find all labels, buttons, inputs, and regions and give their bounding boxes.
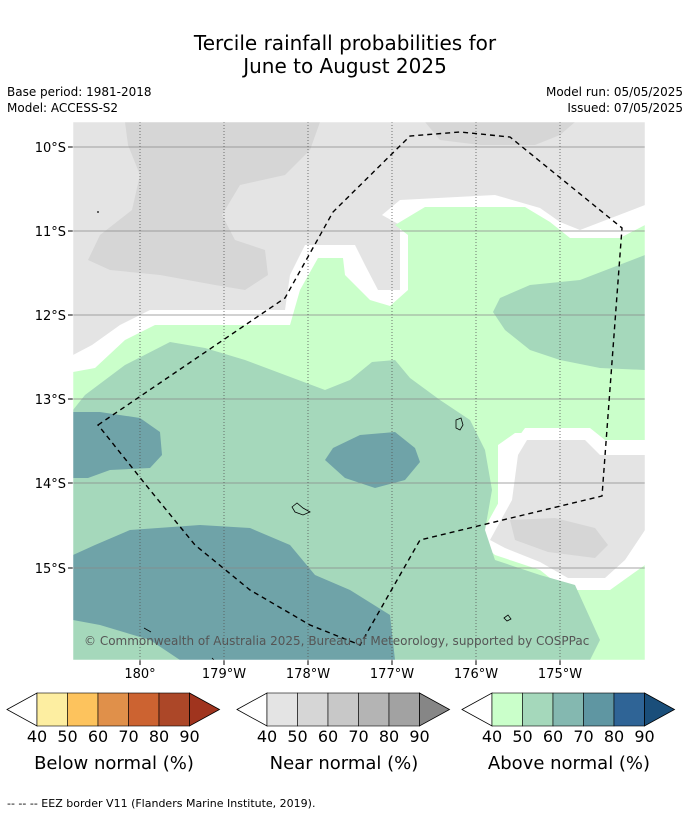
- colorbar-tick-label: 50: [287, 727, 308, 746]
- above-normal-label: Above normal (%): [487, 753, 651, 774]
- model-text: Model: ACCESS-S2: [7, 101, 119, 115]
- copyright-text: © Commonwealth of Australia 2025, Bureau…: [84, 634, 589, 648]
- colorbar-tick-label: 60: [317, 727, 339, 746]
- colorbar-segment: [491, 692, 523, 727]
- latitude-gridlines: [73, 146, 645, 569]
- colorbar-segment: [358, 692, 390, 727]
- colorbar-over-arrow: [644, 692, 676, 727]
- above-normal-colorbar: [461, 692, 676, 727]
- colorbar-tick-label: 40: [26, 727, 48, 746]
- colorbar-tick-label: 80: [148, 727, 170, 746]
- colorbar-tick-label: 90: [409, 727, 430, 746]
- colorbar-segment: [327, 692, 359, 727]
- legend-colorbars: [6, 692, 676, 727]
- colorbar-segment: [36, 692, 68, 727]
- lat-label: 11°S: [35, 225, 66, 240]
- colorbar-under-arrow: [461, 692, 493, 727]
- colorbar-segment: [297, 692, 329, 727]
- lat-label: 15°S: [35, 562, 66, 577]
- lat-label: 13°S: [35, 393, 66, 408]
- map-title-line2: June to August 2025: [243, 54, 447, 78]
- below-normal-label: Below normal (%): [34, 753, 194, 774]
- base-period-text: Base period: 1981-2018: [7, 85, 152, 99]
- colorbar-tick-label: 90: [634, 727, 655, 746]
- colorbar-segment: [613, 692, 645, 727]
- near-normal-colorbar: [236, 692, 451, 727]
- colorbar-segment: [522, 692, 554, 727]
- colorbar-segment: [158, 692, 190, 727]
- island-outline: [455, 417, 464, 431]
- colorbar-segment: [552, 692, 584, 727]
- colorbar-over-arrow: [189, 692, 221, 727]
- lat-label: 12°S: [35, 309, 66, 324]
- colorbar-tick-label: 60: [87, 727, 109, 746]
- colorbar-segment: [67, 692, 99, 727]
- issued-text: Issued: 07/05/2025: [567, 101, 683, 115]
- latitude-labels: 10°S 11°S 12°S 13°S 14°S 15°S: [35, 141, 66, 577]
- below-normal-colorbar: [6, 692, 221, 727]
- longitude-labels: 180° 179°W 178°W 177°W 176°W 175°W: [124, 667, 582, 682]
- colorbar-tick-label: 90: [179, 727, 200, 746]
- map-title-line1: Tercile rainfall probabilities for: [193, 31, 497, 55]
- colorbar-over-arrow: [419, 692, 451, 727]
- near-normal-50-region: [88, 122, 320, 290]
- colorbar-tick-label: 70: [118, 727, 139, 746]
- rainfall-probability-map: © Commonwealth of Australia 2025, Bureau…: [35, 121, 646, 682]
- colorbar-under-arrow: [236, 692, 268, 727]
- colorbar-tick-label: 50: [512, 727, 533, 746]
- near-normal-label: Near normal (%): [269, 753, 419, 774]
- colorbar-tick-label: 40: [256, 727, 278, 746]
- lon-label: 175°W: [538, 667, 582, 682]
- lat-label: 14°S: [35, 477, 66, 492]
- colorbar-tick-label: 40: [481, 727, 503, 746]
- colorbar-tick-label: 50: [57, 727, 78, 746]
- colorbar-tick-label: 60: [542, 727, 564, 746]
- colorbar-segment: [97, 692, 129, 727]
- colorbar-tick-label: 80: [603, 727, 625, 746]
- lon-label: 180°: [124, 667, 155, 682]
- colorbar-tick-label: 70: [573, 727, 594, 746]
- colorbar-under-arrow: [6, 692, 38, 727]
- lon-label: 177°W: [370, 667, 414, 682]
- lon-label: 176°W: [454, 667, 498, 682]
- colorbar-tick-label: 80: [378, 727, 400, 746]
- lat-label: 10°S: [35, 141, 66, 156]
- lon-label: 179°W: [202, 667, 246, 682]
- colorbar-segment: [583, 692, 615, 727]
- eez-footnote: -- -- -- EEZ border V11 (Flanders Marine…: [7, 797, 316, 810]
- colorbar-segment: [128, 692, 160, 727]
- eez-border: [96, 131, 623, 646]
- colorbar-segment: [388, 692, 420, 727]
- model-run-text: Model run: 05/05/2025: [545, 85, 683, 99]
- colorbar-segment: [266, 692, 298, 727]
- colorbar-tick-label: 70: [348, 727, 369, 746]
- lon-label: 178°W: [286, 667, 330, 682]
